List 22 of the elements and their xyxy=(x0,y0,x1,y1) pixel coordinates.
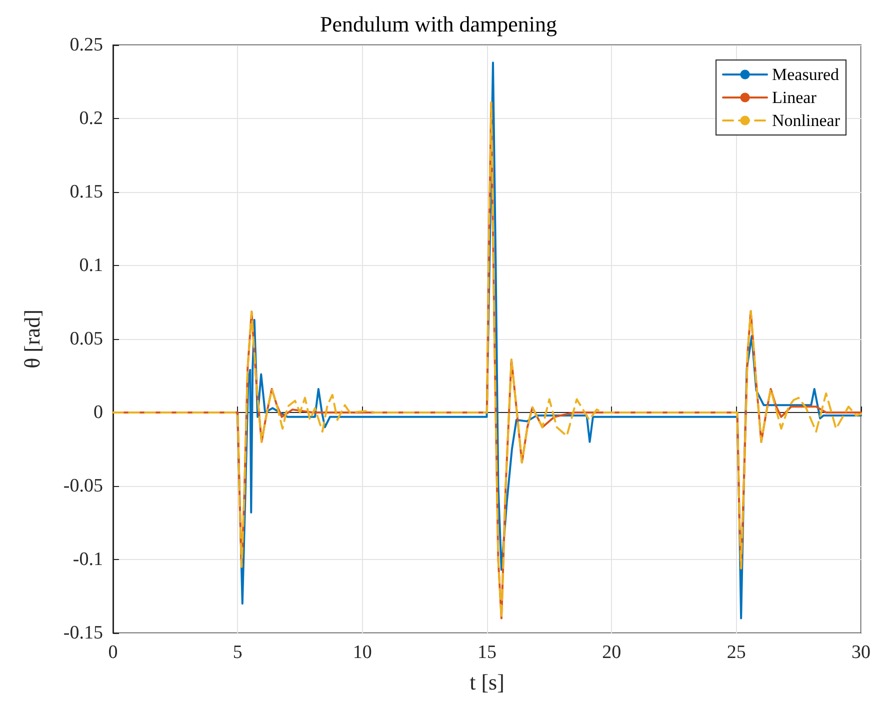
y-tick-label: 0.25 xyxy=(70,34,103,56)
y-tick-label: 0 xyxy=(94,402,103,423)
x-tick-label: 10 xyxy=(352,642,372,663)
x-tick-label: 20 xyxy=(602,642,622,663)
x-tick-label: 5 xyxy=(232,642,242,663)
y-tick-label: 0.05 xyxy=(70,328,103,350)
y-tick-label: 0.2 xyxy=(79,108,103,129)
x-tick-label: 15 xyxy=(478,642,496,663)
legend-label: Nonlinear xyxy=(772,111,840,130)
x-tick-label: 0 xyxy=(108,642,118,663)
x-tick-label: 25 xyxy=(726,642,746,663)
x-axis-title: t [s] xyxy=(470,670,504,694)
legend-label: Measured xyxy=(772,65,840,84)
chart-title: Pendulum with dampening xyxy=(320,12,558,36)
x-tick-label: 30 xyxy=(852,642,870,663)
legend-label: Linear xyxy=(772,88,817,107)
y-axis-title: θ [rad] xyxy=(20,310,44,368)
y-tick-label: -0.1 xyxy=(72,549,103,570)
y-tick-label: 0.1 xyxy=(79,255,103,276)
y-tick-label: 0.15 xyxy=(70,182,103,202)
y-tick-label: -0.15 xyxy=(63,622,103,644)
y-tick-label: -0.05 xyxy=(63,476,103,496)
